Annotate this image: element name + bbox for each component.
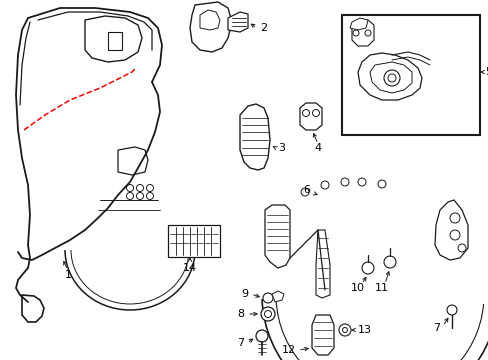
Circle shape [446, 305, 456, 315]
Polygon shape [299, 103, 321, 130]
Polygon shape [351, 20, 373, 46]
Circle shape [364, 30, 370, 36]
Text: 14: 14 [183, 263, 197, 273]
Circle shape [449, 230, 459, 240]
Circle shape [340, 178, 348, 186]
Circle shape [342, 328, 347, 333]
Circle shape [261, 307, 274, 321]
Polygon shape [271, 291, 284, 302]
Circle shape [146, 193, 153, 199]
Circle shape [449, 213, 459, 223]
Text: 6: 6 [303, 185, 309, 195]
Polygon shape [434, 200, 467, 260]
Text: 9: 9 [241, 289, 247, 299]
Polygon shape [311, 315, 333, 355]
Polygon shape [108, 32, 122, 50]
Circle shape [383, 256, 395, 268]
Text: 5: 5 [484, 67, 488, 77]
Polygon shape [240, 104, 269, 170]
Text: 4: 4 [314, 143, 321, 153]
Polygon shape [369, 62, 411, 93]
Text: 12: 12 [281, 345, 295, 355]
Polygon shape [349, 18, 367, 30]
Circle shape [302, 109, 309, 117]
Circle shape [357, 178, 365, 186]
Text: 11: 11 [374, 283, 388, 293]
Circle shape [361, 262, 373, 274]
Bar [168, 225, 220, 257]
Circle shape [263, 293, 272, 303]
Circle shape [457, 244, 465, 252]
Circle shape [136, 184, 143, 192]
Text: 2: 2 [260, 23, 266, 33]
Circle shape [352, 30, 358, 36]
Circle shape [387, 74, 395, 82]
Text: 13: 13 [357, 325, 371, 335]
Polygon shape [315, 230, 329, 298]
Polygon shape [85, 16, 142, 62]
Text: 7: 7 [432, 323, 439, 333]
Polygon shape [227, 12, 247, 32]
Bar [341, 15, 479, 135]
Circle shape [146, 184, 153, 192]
Circle shape [264, 310, 271, 318]
Polygon shape [190, 2, 231, 52]
Text: 10: 10 [350, 283, 364, 293]
Circle shape [338, 324, 350, 336]
Circle shape [377, 180, 385, 188]
Circle shape [301, 188, 308, 196]
Circle shape [383, 70, 399, 86]
Circle shape [320, 181, 328, 189]
Circle shape [312, 109, 319, 117]
Polygon shape [118, 147, 148, 175]
Polygon shape [264, 205, 289, 268]
Circle shape [126, 193, 133, 199]
Text: 8: 8 [236, 309, 244, 319]
Circle shape [136, 193, 143, 199]
Text: 7: 7 [236, 338, 244, 348]
Text: 1: 1 [64, 270, 71, 280]
Polygon shape [357, 53, 421, 100]
Circle shape [126, 184, 133, 192]
Text: 3: 3 [278, 143, 285, 153]
Circle shape [256, 330, 267, 342]
Polygon shape [200, 10, 220, 30]
